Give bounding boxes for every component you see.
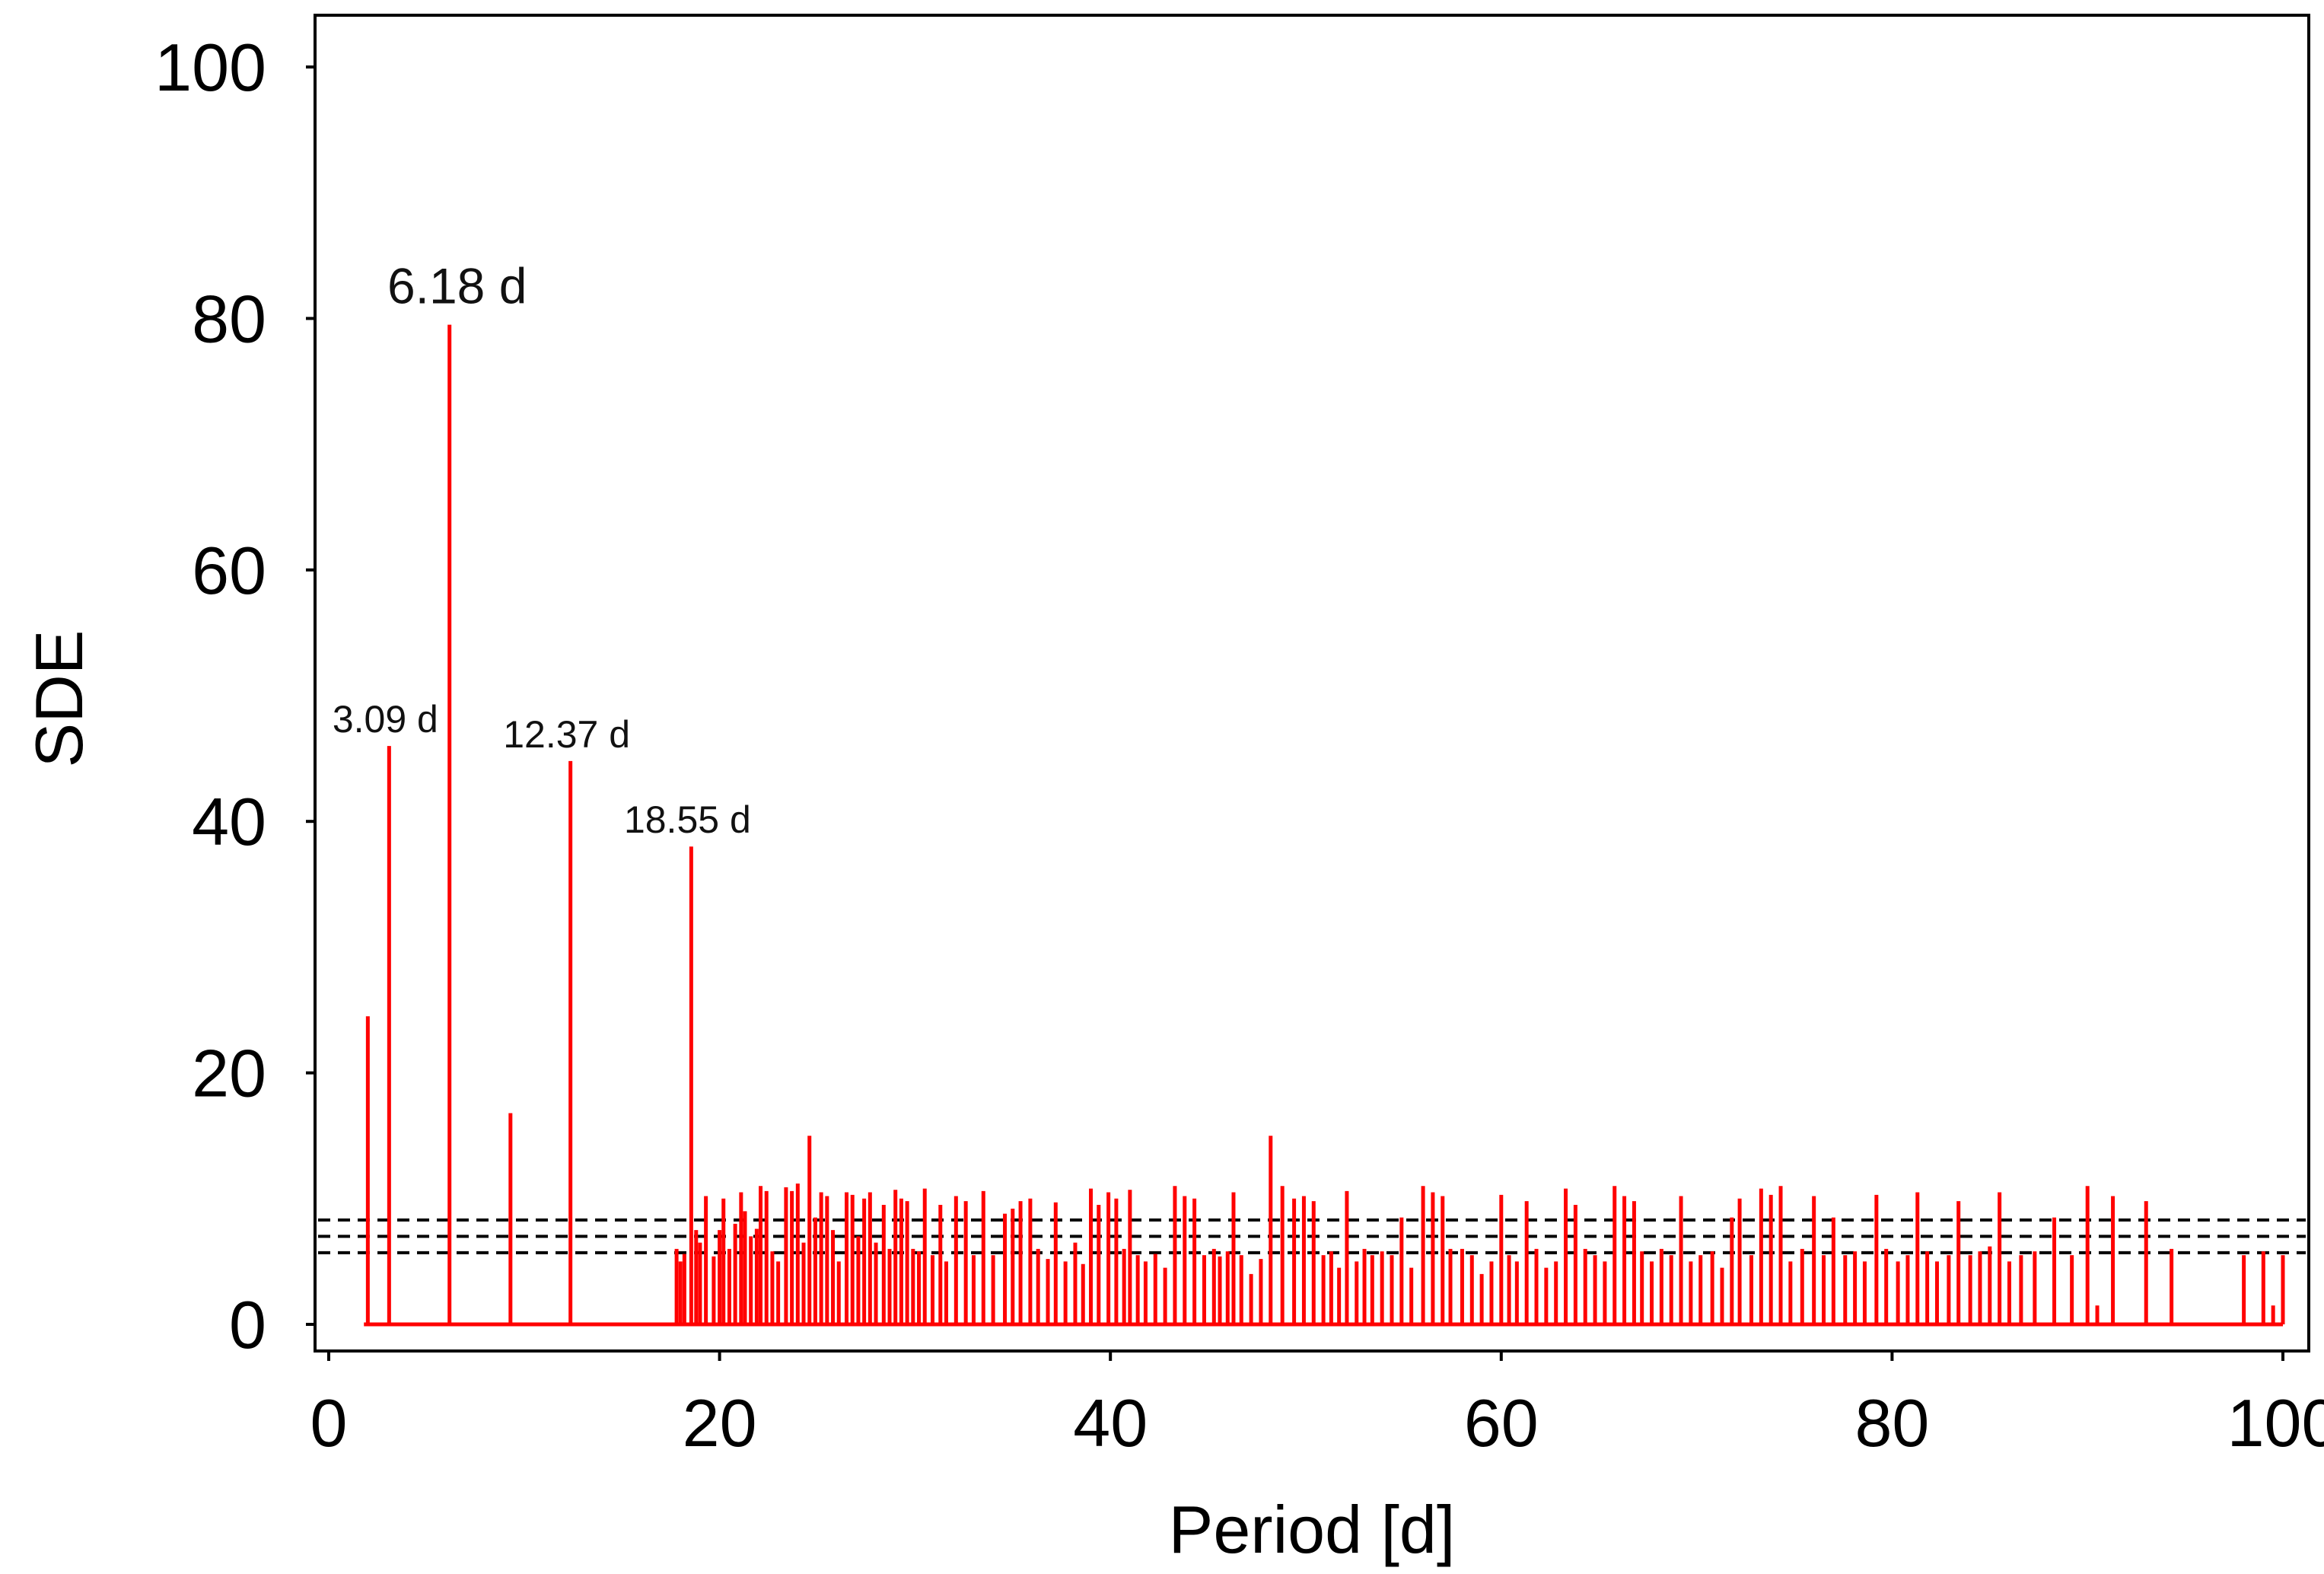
x-tick-label-2: 40 [1073, 1385, 1148, 1461]
sde-series [364, 324, 2285, 1327]
y-tick-label-2: 40 [192, 784, 266, 859]
y-tick-label-5: 100 [154, 30, 266, 105]
annotation-4: 18.55 d [624, 798, 751, 841]
peak-annotations: 6.18 d 3.09 d 12.37 d 18.55 d [333, 258, 751, 842]
annotation-1: 6.18 d [387, 258, 527, 314]
x-axis-ticks: 0 20 40 60 80 100 [310, 1351, 2324, 1461]
annotation-3: 12.37 d [503, 713, 630, 756]
y-tick-label-3: 60 [192, 533, 266, 608]
x-tick-label-5: 100 [2227, 1385, 2324, 1461]
annotation-2: 3.09 d [333, 698, 438, 741]
y-tick-label-1: 20 [192, 1036, 266, 1111]
x-tick-label-1: 20 [683, 1385, 757, 1461]
y-tick-label-0: 0 [229, 1287, 266, 1362]
x-tick-label-3: 60 [1464, 1385, 1539, 1461]
y-tick-label-4: 80 [192, 281, 266, 356]
plot-frame [314, 14, 2310, 1353]
x-tick-label-4: 80 [1854, 1385, 1929, 1461]
y-axis-title: SDE [21, 630, 97, 768]
x-axis-title: Period [d] [1169, 1492, 1456, 1567]
x-tick-label-0: 0 [310, 1385, 348, 1461]
y-axis-ticks: 0 20 40 60 80 100 [154, 30, 315, 1362]
